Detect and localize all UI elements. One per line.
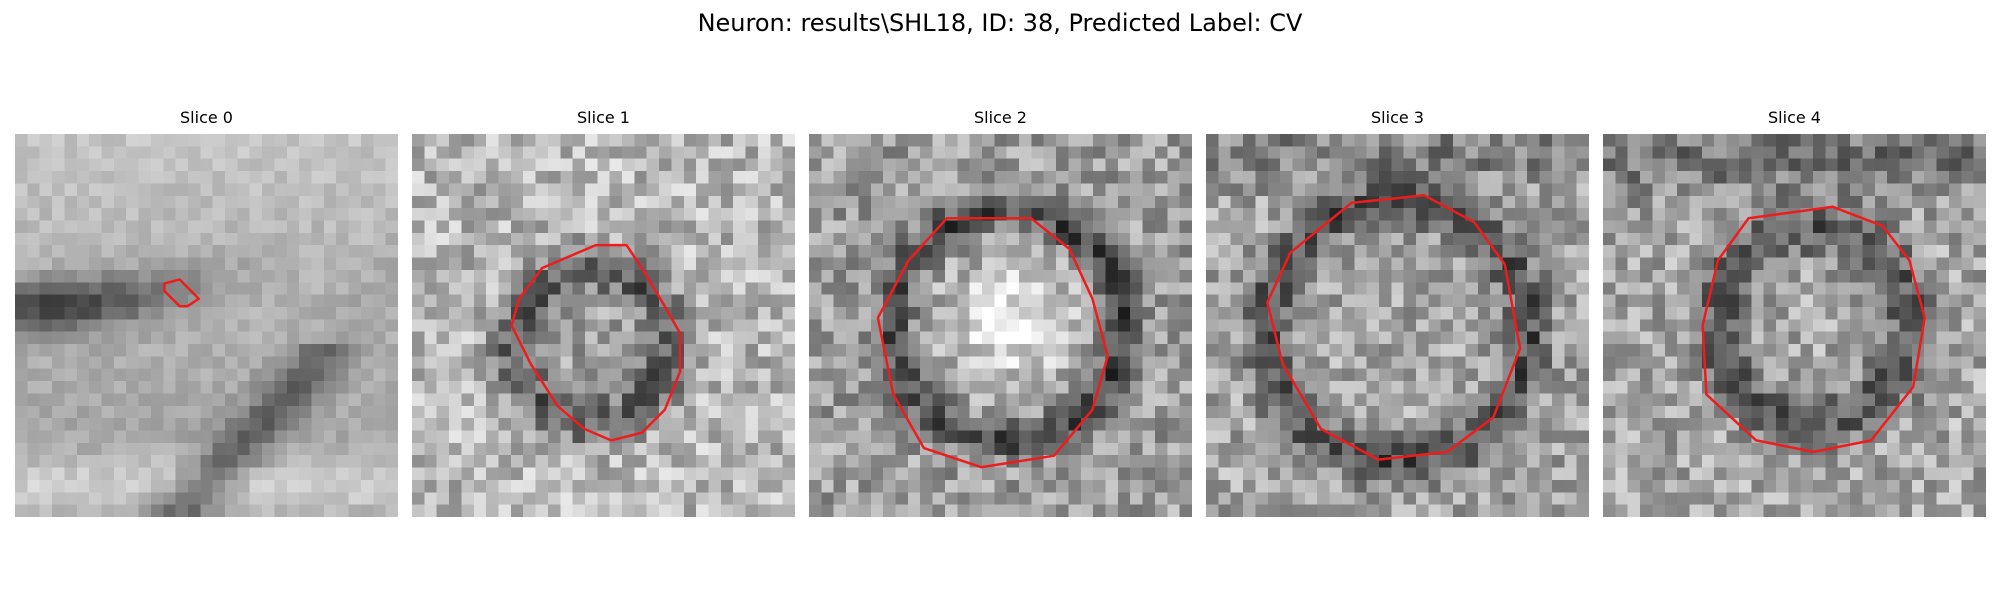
segmentation-contour bbox=[1701, 205, 1926, 454]
slice-title-3: Slice 3 bbox=[1371, 108, 1424, 127]
slice-title-2: Slice 2 bbox=[974, 108, 1027, 127]
slice-panel-1: Slice 1 bbox=[412, 108, 795, 518]
slice-panel-2: Slice 2 bbox=[809, 108, 1192, 518]
slice-image-1 bbox=[412, 134, 795, 517]
slice-title-1: Slice 1 bbox=[577, 108, 630, 127]
segmentation-contour bbox=[1266, 194, 1522, 461]
slice-image-0 bbox=[15, 134, 398, 517]
slice-panel-4: Slice 4 bbox=[1603, 108, 1986, 518]
slice-title-0: Slice 0 bbox=[180, 108, 233, 127]
slice-image-4 bbox=[1603, 134, 1986, 517]
figure-title: Neuron: results\SHL18, ID: 38, Predicted… bbox=[697, 9, 1303, 37]
slice-image-2 bbox=[809, 134, 1192, 517]
slice-image-3 bbox=[1206, 134, 1589, 517]
segmentation-contour bbox=[876, 217, 1109, 469]
segmentation-contour bbox=[163, 278, 201, 308]
segmentation-contour bbox=[510, 243, 682, 442]
slice-panel-3: Slice 3 bbox=[1206, 108, 1589, 518]
slice-title-4: Slice 4 bbox=[1768, 108, 1821, 127]
slice-panel-0: Slice 0 bbox=[15, 108, 398, 518]
